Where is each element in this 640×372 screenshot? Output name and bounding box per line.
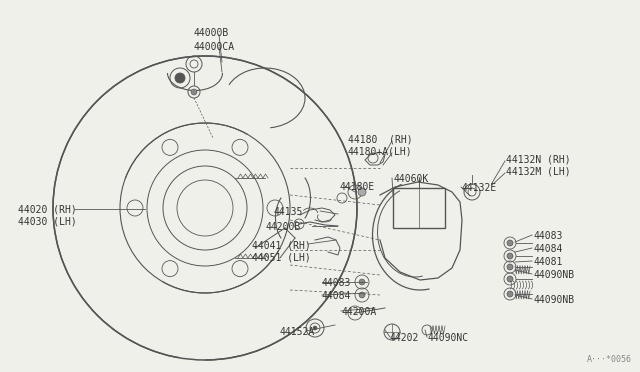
Text: 44041 (RH): 44041 (RH) <box>252 240 311 250</box>
Text: 44060K: 44060K <box>393 174 428 184</box>
Text: 44132M (LH): 44132M (LH) <box>506 167 571 177</box>
Circle shape <box>507 264 513 270</box>
Text: 44132N (RH): 44132N (RH) <box>506 155 571 165</box>
Circle shape <box>175 73 185 83</box>
Text: 44202: 44202 <box>390 333 419 343</box>
Circle shape <box>507 240 513 246</box>
Text: A···*0056: A···*0056 <box>587 355 632 364</box>
Text: 44030 (LH): 44030 (LH) <box>18 216 77 226</box>
Bar <box>393 188 445 228</box>
Text: 44090NC: 44090NC <box>427 333 468 343</box>
Text: 44180+A(LH): 44180+A(LH) <box>348 147 413 157</box>
Text: 44081: 44081 <box>533 257 563 267</box>
Text: 44084: 44084 <box>533 244 563 254</box>
Text: 44152A: 44152A <box>280 327 316 337</box>
Circle shape <box>358 188 366 196</box>
Circle shape <box>191 89 197 95</box>
Text: 44135: 44135 <box>273 207 302 217</box>
Text: 44051 (LH): 44051 (LH) <box>252 252 311 262</box>
Text: 44180E: 44180E <box>340 182 375 192</box>
Text: 44180  (RH): 44180 (RH) <box>348 135 413 145</box>
Circle shape <box>313 326 317 330</box>
Text: 44000B: 44000B <box>193 28 228 38</box>
Circle shape <box>507 253 513 259</box>
Text: 44200A: 44200A <box>341 307 376 317</box>
Text: 44200B: 44200B <box>265 222 300 232</box>
Circle shape <box>507 276 513 282</box>
Text: 44090NB: 44090NB <box>533 295 574 305</box>
Text: 44084: 44084 <box>322 291 351 301</box>
Circle shape <box>359 279 365 285</box>
Circle shape <box>507 291 513 297</box>
Text: 44083: 44083 <box>322 278 351 288</box>
Text: 44000CA: 44000CA <box>193 42 234 52</box>
Text: 44020 (RH): 44020 (RH) <box>18 205 77 215</box>
Circle shape <box>359 292 365 298</box>
Text: 44132E: 44132E <box>462 183 497 193</box>
Text: 44083: 44083 <box>533 231 563 241</box>
Text: 44090NB: 44090NB <box>533 270 574 280</box>
